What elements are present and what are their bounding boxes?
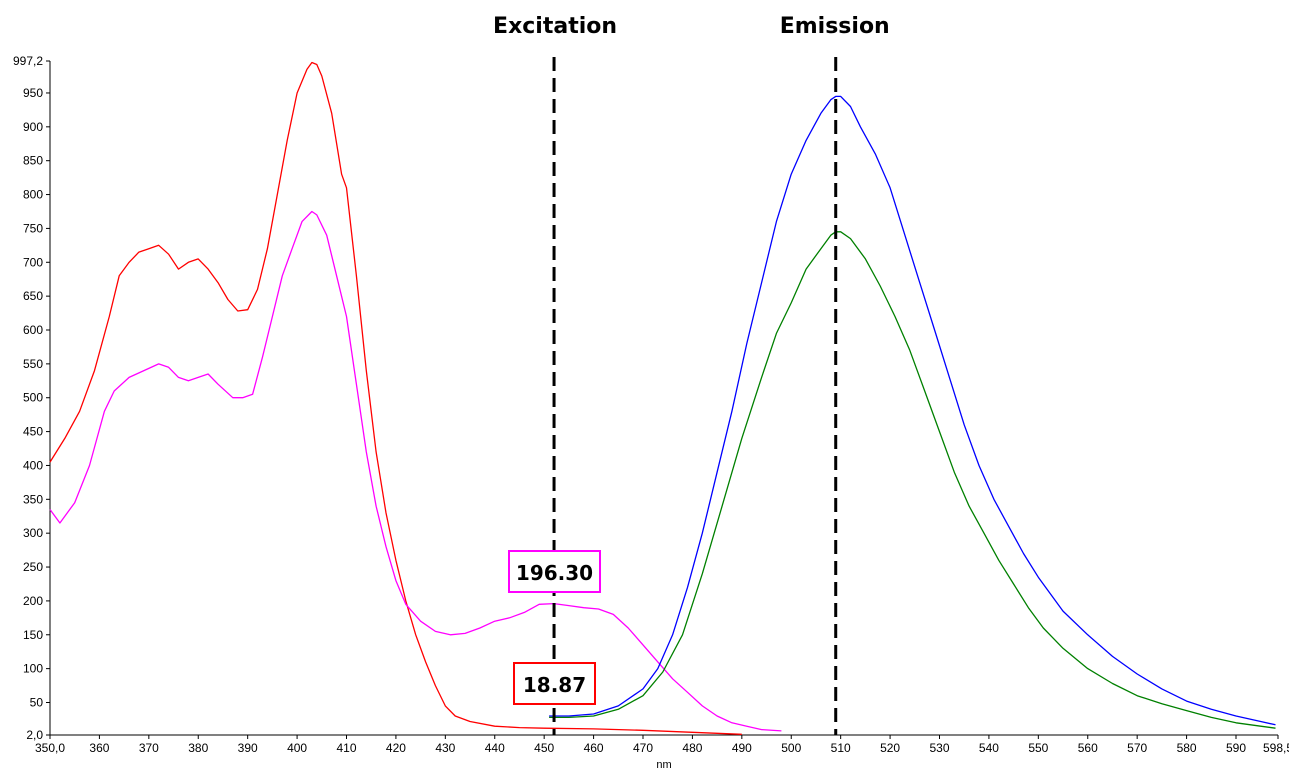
x-tick-label: 440 xyxy=(485,741,505,755)
y-tick-label: 300 xyxy=(23,526,43,540)
x-tick-label: 580 xyxy=(1177,741,1197,755)
x-tick-label: 430 xyxy=(435,741,455,755)
y-tick-label: 600 xyxy=(23,323,43,337)
y-tick-label: 200 xyxy=(23,594,43,608)
y-tick-label: 550 xyxy=(23,357,43,371)
x-tick-label: 380 xyxy=(188,741,208,755)
x-tick-label: 550 xyxy=(1028,741,1048,755)
x-tick-label: 570 xyxy=(1127,741,1147,755)
x-tick-label: 460 xyxy=(584,741,604,755)
x-tick-label: 510 xyxy=(831,741,851,755)
y-tick-label: 800 xyxy=(23,188,43,202)
x-tick-label: 360 xyxy=(89,741,109,755)
x-tick-label: 450 xyxy=(534,741,554,755)
y-tick-label: 850 xyxy=(23,154,43,168)
y-tick-label: 150 xyxy=(23,628,43,642)
y-tick-label: 50 xyxy=(30,695,44,709)
y-tick-label: 2,0 xyxy=(26,728,43,742)
upper-value-box xyxy=(508,550,601,593)
series-line-4 xyxy=(549,231,1276,729)
x-tick-label: 598,5 xyxy=(1263,741,1289,755)
series-layer xyxy=(49,61,1276,735)
y-tick-label: 350 xyxy=(23,492,43,506)
y-tick-label: 250 xyxy=(23,560,43,574)
y-tick-label: 650 xyxy=(23,289,43,303)
x-axis-title: nm xyxy=(656,759,671,771)
lower-value-label: 18.87 xyxy=(523,673,586,697)
x-tick-label: 400 xyxy=(287,741,307,755)
x-tick-label: 470 xyxy=(633,741,653,755)
upper-value-label: 196.30 xyxy=(516,561,593,585)
y-tick-label: 700 xyxy=(23,255,43,269)
x-tick-label: 500 xyxy=(781,741,801,755)
excitation-label: Excitation xyxy=(493,14,617,39)
x-tick-label: 480 xyxy=(682,741,702,755)
x-tick-label: 420 xyxy=(386,741,406,755)
x-tick-label: 390 xyxy=(238,741,258,755)
y-tick-label: 900 xyxy=(23,120,43,134)
y-tick-label: 100 xyxy=(23,662,43,676)
series-line-3 xyxy=(549,95,1276,726)
x-tick-label: 530 xyxy=(929,741,949,755)
y-ticks: 2,0 50 100 150 200 250 300 350 400 450 500 550 600 65… xyxy=(13,54,50,742)
y-tick-label: 450 xyxy=(23,425,43,439)
emission-label: Emission xyxy=(780,14,890,39)
annotation-layer: Excitation Emission 196.30 18.87 xyxy=(493,14,890,735)
x-tick-label: 370 xyxy=(139,741,159,755)
x-tick-label: 540 xyxy=(979,741,999,755)
series-line-2 xyxy=(49,210,782,732)
y-tick-label: 500 xyxy=(23,391,43,405)
series-line-1 xyxy=(49,61,742,735)
x-tick-label: 520 xyxy=(880,741,900,755)
y-tick-label: 997,2 xyxy=(13,54,43,68)
x-ticks: 350,0 360 370 380 390 400 410 420 430 440 450 460 47… xyxy=(35,735,1289,755)
y-tick-label: 950 xyxy=(23,86,43,100)
lower-value-box xyxy=(513,662,596,705)
x-tick-label: 560 xyxy=(1078,741,1098,755)
x-tick-label: 410 xyxy=(336,741,356,755)
x-tick-label: 490 xyxy=(732,741,752,755)
y-tick-label: 750 xyxy=(23,221,43,235)
x-tick-label: 350,0 xyxy=(35,741,65,755)
x-tick-label: 590 xyxy=(1226,741,1246,755)
y-tick-label: 400 xyxy=(23,458,43,472)
